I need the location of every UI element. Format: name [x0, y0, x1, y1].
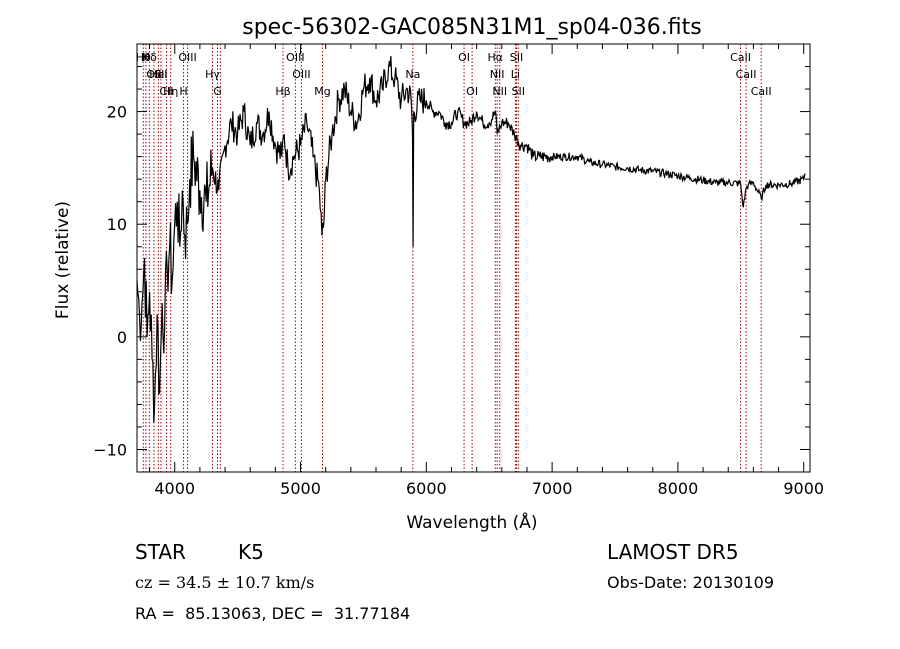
line-label-9: OIII — [178, 51, 196, 64]
line-label-13: Hβ — [275, 85, 290, 98]
line-label-27: CaII — [736, 68, 757, 81]
line-label-7: Hη — [163, 85, 178, 98]
x-tick-label-1: 5000 — [280, 479, 321, 498]
x-tick-label-4: 8000 — [658, 479, 699, 498]
line-label-23: Li — [511, 68, 520, 81]
line-label-4: HeI — [149, 68, 167, 81]
y-tick-label-3: 20 — [107, 103, 127, 122]
line-label-21: NII — [490, 68, 505, 81]
object-subclass: K5 — [238, 540, 264, 564]
ra-dec-coordinates: RA = 85.13063, DEC = 31.77184 — [135, 604, 411, 623]
y-axis-ticks: −10 0 10 20 — [93, 66, 810, 459]
line-label-22: NII — [492, 85, 507, 98]
x-tick-label-2: 6000 — [406, 479, 447, 498]
spectral-line-markers — [142, 44, 762, 472]
line-label-14: OIII — [286, 51, 304, 64]
line-label-25: SII — [512, 85, 525, 98]
y-tick-label-1: 0 — [117, 328, 127, 347]
x-axis-label: Wavelength (Å) — [406, 511, 537, 533]
line-label-20: Hα — [487, 51, 503, 64]
line-label-19: OI — [466, 85, 478, 98]
x-tick-label-0: 4000 — [154, 479, 195, 498]
y-axis-label: Flux (relative) — [53, 201, 73, 319]
line-label-1: K — [142, 51, 150, 64]
observation-date: Obs-Date: 20130109 — [607, 573, 775, 592]
redshift-velocity: cz = 34.5 ± 10.7 km/s — [135, 573, 315, 592]
line-label-17: Na — [405, 68, 420, 81]
spectrum-line — [136, 56, 806, 423]
plot-frame — [136, 43, 811, 473]
line-label-24: SII — [510, 51, 523, 64]
line-label-3: OII — [146, 68, 161, 81]
x-tick-label-5: 9000 — [783, 479, 824, 498]
y-tick-label-2: 10 — [107, 215, 127, 234]
line-label-16: Mg — [314, 85, 330, 98]
chart-title: spec-56302-GAC085N31M1_sp04-036.fits — [242, 15, 702, 40]
line-label-15: OIII — [292, 68, 310, 81]
x-axis-ticks: 4000 5000 6000 7000 8000 9000 — [149, 44, 824, 498]
line-label-6: CII — [159, 85, 173, 98]
object-class: STAR — [135, 540, 186, 564]
line-label-10: Hγ — [205, 68, 220, 81]
survey-name: LAMOST DR5 — [607, 540, 739, 564]
line-label-26: CaII — [730, 51, 751, 64]
line-label-2: Hδ — [142, 51, 157, 64]
x-tick-label-3: 7000 — [532, 479, 573, 498]
line-label-28: CaII — [751, 85, 772, 98]
line-label-5: SII — [154, 68, 167, 81]
line-label-0: Hθ — [136, 51, 151, 64]
line-label-18: OI — [458, 51, 470, 64]
line-label-11: G — [213, 85, 222, 98]
y-tick-label-0: −10 — [93, 440, 127, 459]
line-label-8: H — [179, 85, 187, 98]
